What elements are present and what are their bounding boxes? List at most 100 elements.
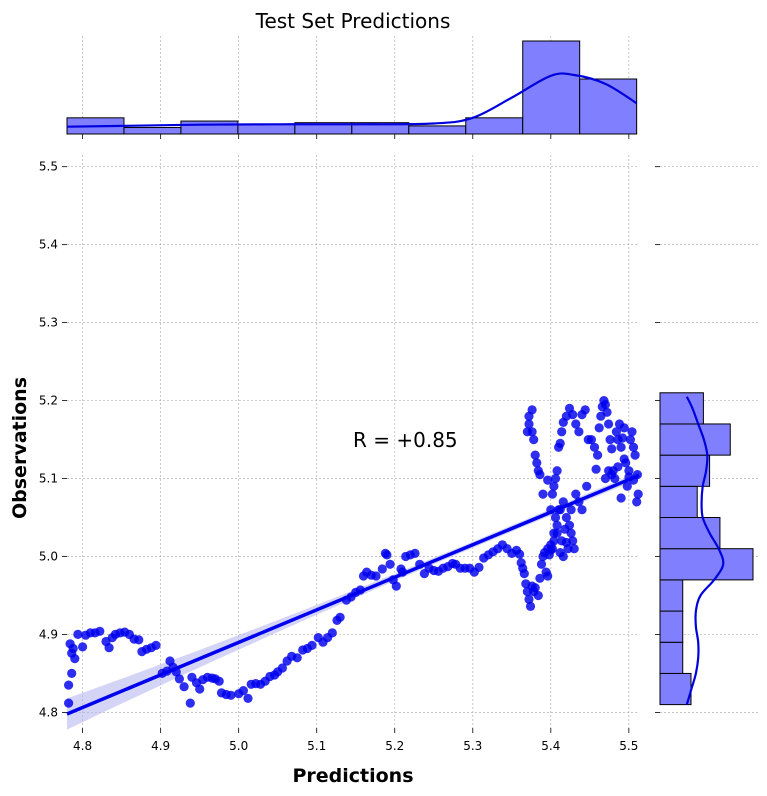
scatter-point	[535, 470, 545, 480]
scatter-point	[519, 569, 529, 579]
top-hist-bar	[465, 117, 524, 135]
scatter-point	[73, 629, 83, 640]
scatter-point	[527, 427, 537, 437]
right-hist-bar	[659, 672, 692, 706]
y-tick-label: 4.9	[39, 627, 58, 641]
y-axis-label: Observations	[9, 377, 31, 519]
scatter-point	[382, 550, 392, 560]
scatter-point	[238, 686, 248, 696]
scatter-point	[604, 419, 614, 429]
correlation-annotation: R = +0.85	[353, 428, 458, 452]
scatter-point	[64, 680, 74, 690]
scatter-point	[185, 698, 195, 708]
scatter-point	[214, 676, 224, 686]
scatter-point	[532, 458, 542, 468]
top-hist-bar	[579, 78, 638, 135]
scatter-point	[594, 423, 604, 433]
scatter-point	[95, 626, 105, 636]
x-tick-label: 5.5	[619, 739, 638, 753]
scatter-point	[558, 551, 568, 562]
scatter-point	[543, 544, 553, 554]
top-hist-bar	[237, 123, 296, 135]
scatter-point	[577, 505, 587, 515]
scatter-point	[134, 635, 144, 645]
scatter-point	[566, 528, 576, 538]
scatter-point	[527, 405, 537, 415]
scatter-point	[525, 601, 536, 612]
x-tick-label: 5.1	[307, 739, 326, 753]
scatter-point	[618, 433, 628, 443]
right-hist-bar	[659, 517, 721, 550]
scatter-point	[574, 427, 584, 437]
scatter-point	[586, 435, 597, 445]
right-hist-bar	[659, 454, 711, 487]
scatter-point	[335, 612, 345, 622]
y-tick-label: 5.3	[39, 316, 58, 330]
right-hist-bar	[659, 579, 684, 612]
scatter-point	[371, 571, 381, 581]
right-kde-curve	[685, 396, 725, 705]
right-hist-bar	[659, 641, 684, 674]
scatter-point	[605, 435, 615, 445]
scatter-point	[552, 528, 562, 538]
scatter-point	[552, 520, 562, 530]
scatter-point	[571, 489, 581, 499]
scatter-point	[600, 399, 611, 410]
scatter-point	[174, 674, 184, 684]
scatter-point	[327, 628, 337, 638]
scatter-point	[619, 454, 629, 464]
x-axis-ticks: 4.8 4.9 5.0 5.1 5.2 5.3 5.4 5.5	[73, 728, 638, 753]
top-hist-bar	[408, 125, 467, 135]
scatter-point	[632, 497, 642, 507]
scatter-point	[566, 505, 576, 515]
scatter-point	[571, 419, 581, 429]
chart-title: Test Set Predictions	[255, 9, 451, 33]
right-hist-bar	[659, 610, 684, 643]
x-tick-label: 5.4	[541, 739, 560, 753]
scatter-point	[564, 520, 575, 530]
scatter-point	[104, 643, 114, 653]
regression-line	[66, 473, 640, 716]
scatter-point	[633, 489, 643, 499]
scatter-point	[530, 583, 540, 593]
scatter-point	[536, 559, 547, 569]
scatter-point	[524, 594, 534, 605]
scatter-point	[624, 466, 634, 476]
x-tick-label: 5.3	[463, 739, 482, 753]
scatter-point	[593, 450, 603, 460]
scatter-point	[78, 642, 88, 652]
scatter-point	[524, 419, 534, 429]
scatter-point	[625, 435, 636, 445]
right-marginal-ticks	[655, 166, 660, 713]
top-marginal-histogram	[66, 40, 638, 135]
scatter-point	[195, 684, 205, 694]
scatter-point	[535, 573, 545, 583]
scatter-point	[607, 470, 617, 480]
scatter-point	[561, 512, 572, 523]
top-marginal-ticks	[82, 134, 630, 139]
scatter-point	[292, 653, 302, 663]
scatter-point	[549, 481, 559, 491]
scatter-point	[611, 427, 622, 437]
scatter-point	[619, 423, 629, 433]
y-tick-label: 5.1	[39, 472, 58, 486]
scatter-point	[179, 682, 189, 692]
scatter-point	[591, 464, 601, 474]
scatter-point	[547, 489, 558, 499]
scatter-point	[613, 462, 623, 472]
y-tick-label: 4.8	[39, 705, 58, 719]
scatter-point	[616, 493, 626, 503]
scatter-point	[555, 438, 565, 448]
scatter-point	[630, 450, 640, 460]
scatter-point	[385, 559, 395, 569]
scatter-point	[70, 654, 80, 664]
scatter-point	[226, 690, 236, 700]
right-hist-bar	[659, 423, 731, 456]
scatter-point	[277, 663, 287, 673]
scatter-point	[533, 590, 543, 601]
scatter-point	[569, 544, 579, 554]
scatter-point	[474, 562, 484, 573]
y-tick-label: 5.4	[39, 238, 58, 252]
scatter-point	[151, 640, 161, 651]
